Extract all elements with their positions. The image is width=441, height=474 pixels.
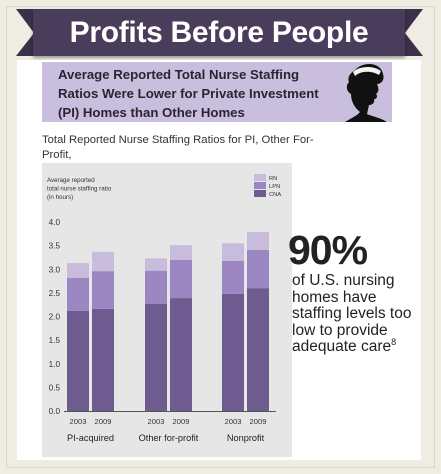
bar-segment-cna <box>145 303 167 411</box>
y-tick-label: 3.5 <box>49 242 61 251</box>
legend-swatch-rn <box>254 174 266 181</box>
legend-label: RN <box>269 176 277 182</box>
y-tick-label: 2.0 <box>49 313 61 322</box>
footnote-marker: 8 <box>391 336 397 347</box>
banner-fold-right <box>405 9 423 56</box>
chart-title-line: Total Reported Nurse Staffing Ratios for… <box>42 134 314 161</box>
bar-segment-rn <box>247 231 269 250</box>
bar-segment-lpn <box>222 260 244 294</box>
callout-percent: 90% <box>288 227 368 273</box>
y-tick-label: 4.0 <box>49 218 61 227</box>
x-year-label: 2009 <box>95 417 112 426</box>
legend-swatch-cna <box>254 190 266 197</box>
legend-label: LPN <box>269 184 280 190</box>
bar-segment-cna <box>92 308 114 411</box>
bar-segment-lpn <box>145 270 167 304</box>
y-axis-label: total nurse staffing ratio <box>47 186 112 193</box>
bar-segment-lpn <box>170 259 192 299</box>
bar-segment-lpn <box>92 271 114 309</box>
y-tick-label: 1.5 <box>49 336 61 345</box>
x-year-label: 2003 <box>70 417 87 426</box>
legend-swatch-lpn <box>254 182 266 189</box>
bar-segment-lpn <box>247 249 269 289</box>
legend-label: CNA <box>269 192 281 198</box>
banner-fold-left <box>16 9 34 56</box>
bar-segment-rn <box>145 258 167 271</box>
y-tick-label: 3.0 <box>49 265 61 274</box>
bar-segment-cna <box>170 298 192 411</box>
bar-segment-rn <box>92 251 114 272</box>
bar-segment-rn <box>170 245 192 260</box>
x-year-label: 2003 <box>148 417 165 426</box>
x-year-label: 2003 <box>225 417 242 426</box>
bar-segment-cna <box>222 293 244 411</box>
x-year-label: 2009 <box>173 417 190 426</box>
y-axis-label: (in hours) <box>47 194 73 201</box>
title-banner <box>33 9 405 56</box>
callout-body: of U.S. nursing homes have staffing leve… <box>292 272 412 355</box>
subtitle-box <box>42 62 392 122</box>
callout-text: of U.S. nursing homes have staffing leve… <box>292 272 412 356</box>
y-tick-label: 0.5 <box>49 383 61 392</box>
subtitle-text: Average Reported Total Nurse Staffing Ra… <box>58 67 319 120</box>
bar-segment-cna <box>67 310 89 411</box>
bar-segment-rn <box>67 263 89 278</box>
y-tick-label: 2.5 <box>49 289 61 298</box>
nurse-silhouette-icon <box>345 64 387 122</box>
y-axis-label: Average reported <box>47 177 95 184</box>
y-tick-label: 1.0 <box>49 360 61 369</box>
outer-frame <box>6 6 435 468</box>
x-group-label: Other for-profit <box>139 433 199 443</box>
page-title: Profits Before People <box>69 16 369 49</box>
bar-segment-lpn <box>67 277 89 311</box>
bar-segment-cna <box>247 288 269 411</box>
x-group-label: Nonprofit <box>227 433 265 443</box>
x-year-label: 2009 <box>250 417 267 426</box>
y-tick-label: 0.0 <box>49 407 61 416</box>
x-group-label: PI-acquired <box>67 433 114 443</box>
bar-segment-rn <box>222 243 244 261</box>
